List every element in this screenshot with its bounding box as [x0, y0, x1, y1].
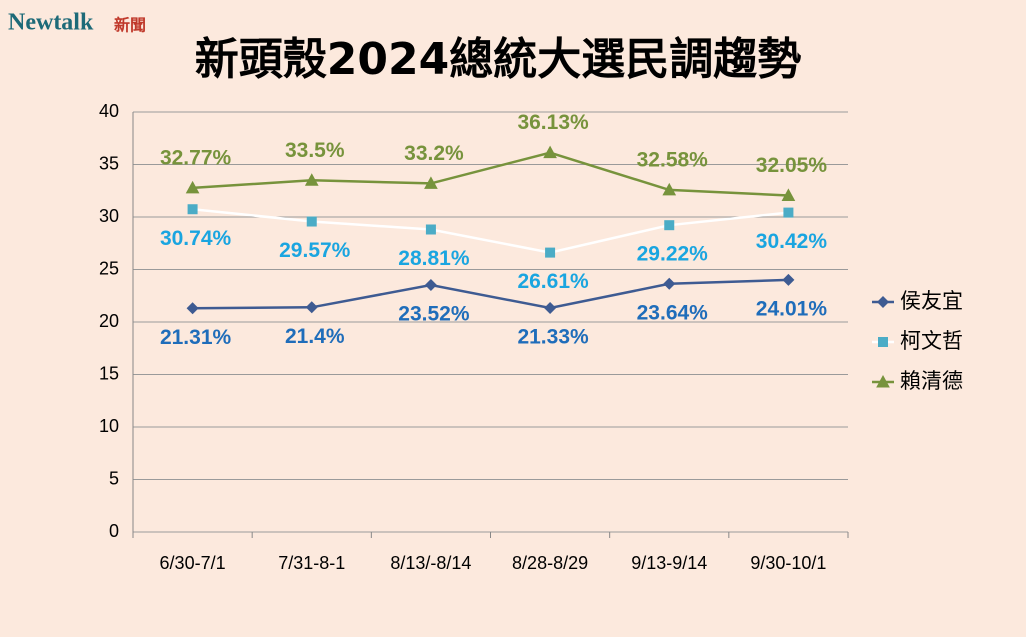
series-line [192, 278, 789, 310]
data-point [306, 216, 317, 227]
x-tick-label: 8/13/-8/14 [390, 553, 471, 573]
data-label: 26.61% [517, 270, 589, 293]
data-label: 30.42% [756, 230, 828, 253]
y-tick-label: 25 [99, 258, 119, 278]
x-tick-label: 7/31-8-1 [278, 553, 345, 573]
data-point [543, 145, 557, 159]
data-label: 30.74% [160, 227, 232, 250]
data-point [425, 224, 436, 235]
data-point [304, 173, 319, 186]
data-label: 21.31% [160, 326, 232, 349]
data-point [662, 182, 677, 196]
data-label: 21.4% [285, 325, 345, 348]
data-point [545, 247, 556, 258]
y-tick-label: 30 [99, 206, 119, 226]
y-tick-label: 35 [99, 153, 119, 173]
data-point [783, 207, 794, 218]
data-label: 32.05% [756, 154, 828, 177]
logo: Newtalk [8, 10, 94, 36]
data-point [305, 301, 318, 314]
x-tick-label: 6/30-7/1 [160, 553, 226, 573]
data-label: 29.22% [637, 243, 709, 266]
data-label: 21.33% [517, 326, 589, 349]
data-label: 36.13% [517, 111, 589, 134]
y-tick-label: 5 [109, 468, 119, 488]
y-tick-label: 0 [109, 521, 119, 541]
data-label: 28.81% [398, 247, 470, 270]
legend-label: 賴清德 [900, 369, 963, 393]
data-point [782, 273, 795, 286]
data-point [424, 279, 437, 292]
logo-sub: 新聞 [114, 16, 146, 35]
data-point [781, 188, 796, 201]
data-point [664, 220, 675, 231]
series-line [192, 207, 789, 254]
data-label: 32.58% [637, 148, 709, 171]
legend-marker [878, 337, 888, 347]
data-label: 23.64% [637, 301, 709, 324]
y-tick-label: 20 [99, 311, 119, 331]
legend-label: 侯友宜 [900, 289, 963, 313]
y-tick-label: 15 [99, 363, 119, 383]
legend-label: 柯文哲 [900, 329, 963, 353]
y-tick-label: 10 [99, 416, 119, 436]
data-label: 33.2% [404, 142, 464, 165]
legend-marker [876, 374, 890, 388]
data-label: 24.01% [756, 297, 828, 320]
data-point [663, 277, 676, 290]
data-label: 29.57% [279, 239, 351, 262]
chart-title: 新頭殼2024總統大選民調趨勢 [195, 34, 801, 85]
data-point [544, 302, 557, 315]
data-point [187, 204, 198, 215]
x-tick-label: 8/28-8/29 [512, 553, 588, 573]
series-line [192, 151, 789, 197]
x-tick-label: 9/13-9/14 [631, 553, 707, 573]
data-point [424, 176, 438, 189]
data-point [185, 180, 200, 194]
data-label: 32.77% [160, 146, 232, 169]
data-label: 33.5% [285, 139, 345, 162]
data-point [186, 302, 199, 315]
data-label: 23.52% [398, 303, 470, 326]
y-tick-label: 40 [99, 101, 119, 121]
legend-marker [877, 296, 889, 308]
x-tick-label: 9/30-10/1 [750, 553, 826, 573]
